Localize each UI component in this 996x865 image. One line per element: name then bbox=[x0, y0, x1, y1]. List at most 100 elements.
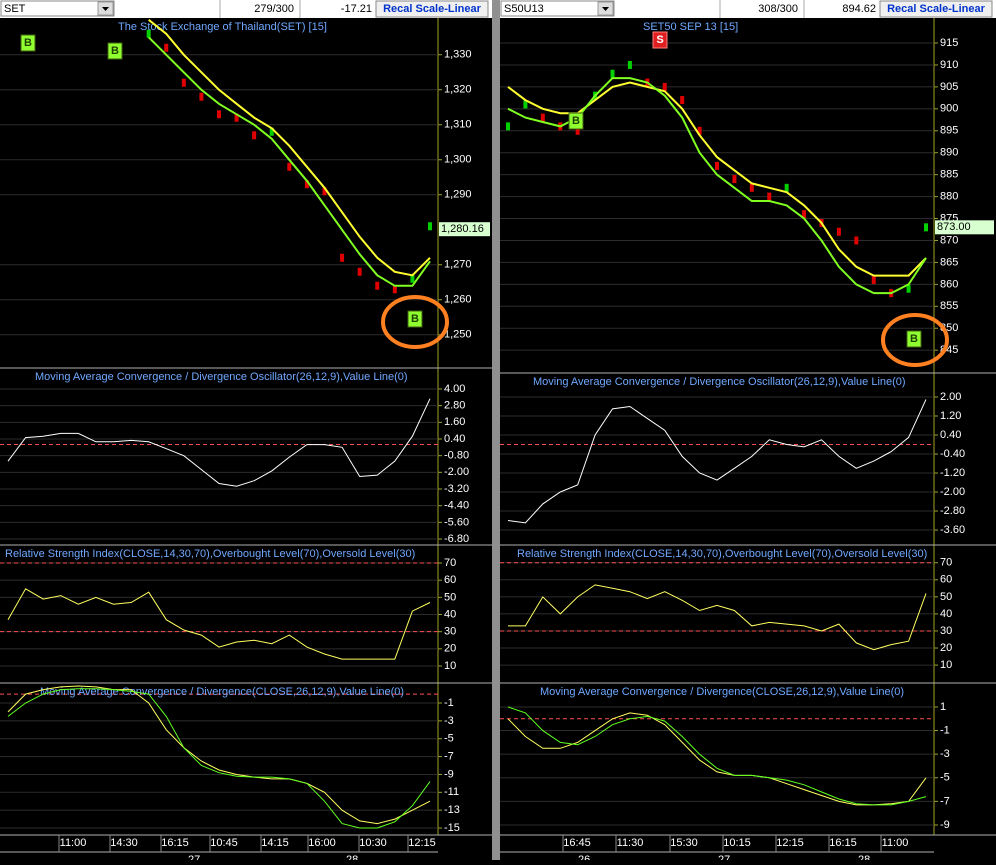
candle bbox=[392, 285, 397, 294]
candle bbox=[340, 253, 345, 262]
candle bbox=[749, 183, 754, 192]
candle bbox=[836, 227, 841, 236]
series-line bbox=[147, 36, 431, 287]
pane-title: The Stock Exchange of Thailand(SET) [15] bbox=[118, 21, 327, 33]
y-tick-label: 890 bbox=[940, 147, 958, 159]
candle bbox=[322, 187, 327, 196]
time-label: 14:30 bbox=[110, 837, 138, 849]
symbol-select[interactable] bbox=[500, 0, 615, 17]
last-price-box bbox=[439, 222, 490, 237]
y-tick-label: 860 bbox=[940, 278, 958, 290]
y-tick-label: 40 bbox=[444, 608, 456, 620]
candle bbox=[410, 274, 415, 283]
candle bbox=[767, 192, 772, 201]
y-tick-label: 900 bbox=[940, 103, 958, 115]
y-tick-label: 1,330 bbox=[444, 49, 472, 61]
time-label: 16:15 bbox=[161, 837, 189, 849]
y-tick-label: 1,250 bbox=[444, 329, 472, 341]
candle bbox=[784, 183, 789, 192]
dropdown-arrow bbox=[102, 7, 109, 11]
date-label: 27 bbox=[718, 854, 730, 860]
time-label: 12:15 bbox=[776, 837, 804, 849]
y-tick-label: 40 bbox=[940, 608, 952, 620]
series-line bbox=[7, 685, 431, 825]
y-tick-label: -3.20 bbox=[444, 483, 469, 495]
y-tick-label: -0.80 bbox=[444, 450, 469, 462]
y-tick-label: 60 bbox=[940, 574, 952, 586]
pane-title: Moving Average Convergence / Divergence(… bbox=[40, 686, 404, 698]
y-tick-label: 905 bbox=[940, 81, 958, 93]
y-tick-label: -4.40 bbox=[444, 500, 469, 512]
date-label: 28 bbox=[346, 854, 358, 860]
signal-marker bbox=[107, 42, 123, 60]
y-tick-label: 1,260 bbox=[444, 294, 472, 306]
signal-label: S bbox=[656, 34, 663, 46]
signal-label: B bbox=[111, 45, 119, 57]
bar-count: 279/300 bbox=[254, 3, 294, 15]
bar-count: 308/300 bbox=[758, 3, 798, 15]
recal-button[interactable] bbox=[375, 0, 489, 18]
candle bbox=[575, 126, 580, 135]
candle bbox=[304, 180, 309, 189]
y-tick-label: -2.80 bbox=[940, 505, 965, 517]
y-tick-label: 1.20 bbox=[940, 410, 961, 422]
y-tick-label: 70 bbox=[444, 557, 456, 569]
candle bbox=[610, 69, 615, 78]
signal-marker bbox=[652, 31, 668, 49]
recal-button-label: Recal Scale-Linear bbox=[887, 3, 986, 15]
y-tick-label: 50 bbox=[444, 591, 456, 603]
series-line bbox=[507, 706, 927, 806]
y-tick-label: 30 bbox=[444, 626, 456, 638]
candle bbox=[164, 43, 169, 52]
time-label: 11:00 bbox=[60, 837, 87, 849]
y-tick-label: 30 bbox=[940, 625, 952, 637]
candle bbox=[217, 110, 221, 119]
recal-button-label: Recal Scale-Linear bbox=[383, 3, 482, 15]
signal-label: B bbox=[411, 313, 419, 325]
candle bbox=[627, 60, 632, 69]
y-tick-label: 870 bbox=[940, 234, 958, 246]
y-tick-label: -1 bbox=[940, 724, 950, 736]
signal-marker bbox=[568, 112, 584, 130]
candle bbox=[732, 175, 737, 184]
symbol-select[interactable] bbox=[0, 0, 115, 17]
y-tick-label: 10 bbox=[444, 660, 456, 672]
candle bbox=[199, 92, 204, 101]
candle bbox=[357, 267, 362, 276]
signal-label: B bbox=[572, 115, 580, 127]
last-price: 1,280.16 bbox=[441, 223, 484, 235]
y-tick-label: -3 bbox=[940, 748, 950, 760]
pane-title: Moving Average Convergence / Divergence … bbox=[35, 371, 408, 383]
y-tick-label: -1.20 bbox=[940, 467, 965, 479]
y-tick-label: -7 bbox=[444, 750, 454, 762]
highlight-circle bbox=[381, 295, 449, 349]
candle bbox=[287, 162, 292, 171]
recal-button[interactable] bbox=[879, 0, 993, 18]
candle bbox=[375, 281, 380, 290]
series-line bbox=[508, 584, 927, 651]
y-tick-label: 4.00 bbox=[444, 383, 465, 395]
signal-label: B bbox=[24, 37, 32, 49]
candle bbox=[854, 236, 859, 245]
y-tick-label: 20 bbox=[444, 643, 456, 655]
candle bbox=[871, 275, 876, 284]
y-tick-label: -5 bbox=[940, 772, 950, 784]
candle bbox=[234, 113, 239, 122]
y-tick-label: -2.00 bbox=[940, 486, 965, 498]
y-tick-label: 1.60 bbox=[444, 416, 465, 428]
y-tick-label: 50 bbox=[940, 591, 952, 603]
symbol: SET bbox=[4, 3, 26, 15]
y-tick-label: -11 bbox=[444, 786, 459, 798]
time-label: 10:45 bbox=[210, 837, 238, 849]
candle bbox=[523, 100, 528, 109]
y-tick-label: -5.60 bbox=[444, 516, 469, 528]
time-label: 10:15 bbox=[723, 837, 751, 849]
time-label: 16:15 bbox=[829, 837, 857, 849]
last-price: 873.00 bbox=[937, 221, 971, 233]
candle bbox=[715, 161, 719, 170]
y-tick-label: -13 bbox=[444, 804, 460, 816]
y-tick-label: 880 bbox=[940, 191, 958, 203]
signal-marker bbox=[407, 310, 423, 328]
y-tick-label: 20 bbox=[940, 642, 952, 654]
